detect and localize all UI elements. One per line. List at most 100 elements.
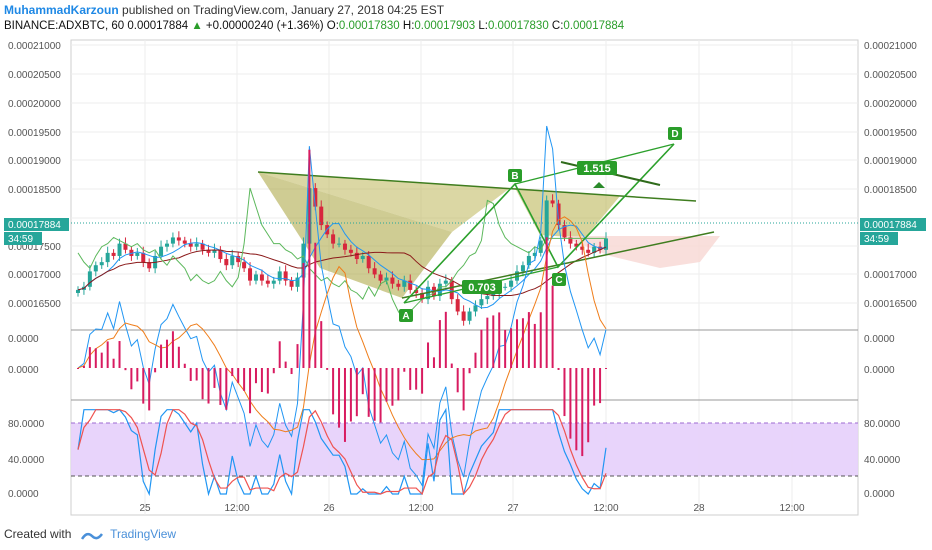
candle-body-44 xyxy=(337,243,342,245)
macd-hist-41 xyxy=(320,321,323,368)
candle-body-33 xyxy=(271,280,276,284)
candle-body-27 xyxy=(236,255,241,263)
candle-body-10 xyxy=(135,252,140,256)
macd-hist-18 xyxy=(183,363,186,368)
xtick-4: 27 xyxy=(507,503,519,514)
xtick-6: 28 xyxy=(693,503,705,514)
macd-hist-4 xyxy=(100,352,103,368)
candle-body-18 xyxy=(182,240,187,244)
published-text: published on TradingView.com, January 27… xyxy=(122,3,445,17)
macd-hist-56 xyxy=(409,368,412,390)
stoch-tick-l-2: 0.0000 xyxy=(8,489,39,500)
macd-hist-66 xyxy=(468,368,471,374)
stoch-band xyxy=(71,423,858,476)
macd-hist-10 xyxy=(136,368,139,382)
macd-hist-31 xyxy=(260,368,263,393)
candle-body-57 xyxy=(414,289,419,293)
candle-body-7 xyxy=(117,243,122,256)
macd-hist-20 xyxy=(195,368,198,381)
macd-hist-27 xyxy=(237,368,240,383)
author-link[interactable]: MuhammadKarzoun xyxy=(4,3,119,17)
last-price-badge-right xyxy=(860,218,926,231)
macd-hist-26 xyxy=(231,368,234,377)
macd-hist-9 xyxy=(130,368,133,390)
macd-hist-82 xyxy=(563,368,566,417)
macd-hist-36 xyxy=(290,368,293,375)
candle-body-87 xyxy=(592,246,597,253)
candle-body-64 xyxy=(455,299,460,312)
macd-hist-59 xyxy=(427,342,430,368)
symbol-label: BINANCE:ADXBTC, 60 xyxy=(4,20,125,32)
stoch-pane xyxy=(77,407,607,497)
macd-hist-70 xyxy=(492,315,495,368)
candle-body-63 xyxy=(449,280,454,300)
macd-hist-57 xyxy=(415,368,418,390)
candle-body-34 xyxy=(277,271,282,281)
macd-hist-89 xyxy=(605,368,607,369)
macd-hist-44 xyxy=(338,368,341,428)
candle-body-45 xyxy=(342,243,347,250)
candle-body-35 xyxy=(283,271,288,281)
macd-pane xyxy=(77,125,607,487)
candle-body-67 xyxy=(473,305,478,312)
macd-hist-30 xyxy=(254,368,257,384)
candle-body-72 xyxy=(503,286,508,288)
candle-body-70 xyxy=(491,292,496,297)
macd-hist-29 xyxy=(249,368,252,414)
macd-hist-50 xyxy=(373,368,376,421)
candle-body-62 xyxy=(443,280,448,284)
macd-hist-13 xyxy=(154,368,157,373)
macd-hist-5 xyxy=(106,341,109,368)
macd-hist-68 xyxy=(480,329,483,368)
xtick-3: 12:00 xyxy=(408,503,433,514)
macd-hist-17 xyxy=(177,346,180,368)
stoch-tick-r-1: 40.0000 xyxy=(864,455,901,466)
candle-body-20 xyxy=(194,243,199,247)
high-label: H: xyxy=(402,20,415,32)
low-label: L: xyxy=(478,20,488,32)
macd-hist-79 xyxy=(545,237,548,368)
candle-body-82 xyxy=(562,225,567,238)
macd-hist-75 xyxy=(521,318,524,368)
tenkan-line xyxy=(77,223,607,309)
stoch-tick-r-2: 0.0000 xyxy=(864,489,895,500)
macd-hist-22 xyxy=(207,368,210,404)
candle-body-21 xyxy=(200,243,205,250)
macd-hist-19 xyxy=(189,368,192,381)
ytick-r-3: 0.00019500 xyxy=(864,128,917,139)
ytick-r-5: 0.00018500 xyxy=(864,185,917,196)
macd-hist-38 xyxy=(302,262,305,368)
close-value: 0.00017884 xyxy=(563,20,625,32)
macd-hist-46 xyxy=(349,368,352,422)
macd-hist-76 xyxy=(527,312,530,368)
stoch-tick-l-1: 40.0000 xyxy=(8,455,45,466)
ytick-r-1: 0.00020500 xyxy=(864,70,917,81)
candle-body-36 xyxy=(289,280,294,287)
tradingview-brand[interactable]: TradingView xyxy=(110,527,177,541)
kijun-line xyxy=(77,246,607,297)
tradingview-logo-icon xyxy=(80,530,103,540)
macd-hist-65 xyxy=(462,368,465,411)
cup-upper-fill xyxy=(258,172,510,232)
candle-body-28 xyxy=(242,262,247,269)
candle-body-0 xyxy=(76,289,80,293)
ytick-l-0: 0.00021000 xyxy=(8,41,61,52)
candle-body-32 xyxy=(265,280,270,284)
macd-hist-54 xyxy=(397,368,400,401)
ytick-r-0: 0.00021000 xyxy=(864,41,917,52)
open-value: 0.00017830 xyxy=(338,20,400,32)
macd-hist-85 xyxy=(581,368,584,457)
up-arrow-icon: ▲ xyxy=(191,20,203,32)
candle-body-5 xyxy=(105,252,110,263)
candle-body-56 xyxy=(408,280,413,290)
ytick-l-7: 0.00017500 xyxy=(8,242,61,253)
macd-hist-43 xyxy=(332,368,335,415)
ytick-l-2: 0.00020000 xyxy=(8,99,61,110)
candle-body-8 xyxy=(123,243,128,250)
label-a: A xyxy=(402,311,409,322)
neckline-top xyxy=(257,171,697,202)
label-d: D xyxy=(671,129,678,140)
candle-body-2 xyxy=(87,271,92,287)
candle-body-84 xyxy=(574,243,579,247)
